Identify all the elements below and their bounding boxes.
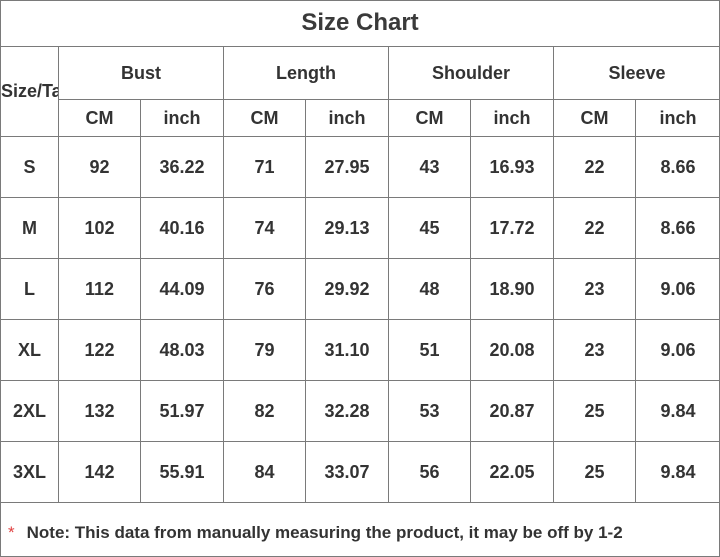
value-cell: 16.93 (469, 136, 555, 198)
value-cell: 82 (223, 380, 306, 442)
unit-header-cm: CM (58, 99, 141, 137)
value-cell: 48.03 (140, 319, 224, 381)
table-row: S 92 36.22 71 27.95 43 16.93 22 8.66 (0, 136, 720, 198)
unit-header-inch: inch (469, 99, 555, 137)
value-cell: 56 (388, 441, 471, 503)
value-cell: 84 (223, 441, 306, 503)
value-cell: 102 (58, 197, 141, 259)
size-cell: S (0, 136, 59, 198)
value-cell: 8.66 (635, 136, 720, 198)
table-row: 2XL 132 51.97 82 32.28 53 20.87 25 9.84 (0, 380, 720, 442)
value-cell: 9.06 (635, 258, 720, 320)
group-header-row: Size/Ta Bust Length Shoulder Sleeve (0, 46, 720, 137)
size-cell: L (0, 258, 59, 320)
value-cell: 45 (388, 197, 471, 259)
size-cell: XL (0, 319, 59, 381)
value-cell: 22 (553, 197, 637, 259)
value-cell: 43 (388, 136, 471, 198)
value-cell: 44.09 (140, 258, 224, 320)
value-cell: 20.08 (469, 319, 555, 381)
value-cell: 9.06 (635, 319, 720, 381)
value-cell: 55.91 (140, 441, 224, 503)
chart-title: Size Chart (301, 9, 419, 36)
unit-header-row: CM inch CM inch CM inch CM inch (1, 99, 720, 137)
size-header: Size/Ta (0, 46, 59, 137)
value-cell: 9.84 (635, 380, 720, 442)
value-cell: 9.84 (635, 441, 720, 503)
unit-header-cm: CM (388, 99, 471, 137)
value-cell: 51.97 (140, 380, 224, 442)
note-asterisk: * (8, 523, 15, 542)
group-header-shoulder: Shoulder (387, 46, 555, 100)
size-cell: 3XL (0, 441, 59, 503)
size-cell: M (0, 197, 59, 259)
value-cell: 142 (58, 441, 141, 503)
value-cell: 25 (553, 441, 637, 503)
value-cell: 23 (553, 258, 637, 320)
value-cell: 18.90 (469, 258, 555, 320)
value-cell: 79 (223, 319, 306, 381)
value-cell: 71 (223, 136, 306, 198)
size-cell: 2XL (0, 380, 59, 442)
value-cell: 20.87 (469, 380, 555, 442)
value-cell: 17.72 (469, 197, 555, 259)
note: * Note: This data from manually measurin… (0, 510, 720, 556)
unit-header-cm: CM (553, 99, 637, 137)
value-cell: 36.22 (140, 136, 224, 198)
value-cell: 92 (58, 136, 141, 198)
group-header-bust: Bust (58, 46, 224, 100)
value-cell: 29.92 (305, 258, 389, 320)
value-cell: 32.28 (305, 380, 389, 442)
value-cell: 31.10 (305, 319, 389, 381)
value-cell: 22.05 (469, 441, 555, 503)
value-cell: 33.07 (305, 441, 389, 503)
value-cell: 22 (553, 136, 637, 198)
value-cell: 76 (223, 258, 306, 320)
value-cell: 8.66 (635, 197, 720, 259)
group-header-length: Length (223, 46, 389, 100)
value-cell: 23 (553, 319, 637, 381)
value-cell: 25 (553, 380, 637, 442)
group-header-sleeve: Sleeve (553, 46, 720, 100)
unit-header-inch: inch (140, 99, 224, 137)
value-cell: 74 (223, 197, 306, 259)
note-text: Note: This data from manually measuring … (26, 523, 623, 542)
unit-header-inch: inch (635, 99, 720, 137)
value-cell: 122 (58, 319, 141, 381)
table-row: L 112 44.09 76 29.92 48 18.90 23 9.06 (0, 258, 720, 320)
table-row: M 102 40.16 74 29.13 45 17.72 22 8.66 (0, 197, 720, 259)
table-row: 3XL 142 55.91 84 33.07 56 22.05 25 9.84 (0, 441, 720, 503)
unit-header-inch: inch (305, 99, 389, 137)
unit-header-cm: CM (223, 99, 306, 137)
value-cell: 40.16 (140, 197, 224, 259)
value-cell: 27.95 (305, 136, 389, 198)
value-cell: 29.13 (305, 197, 389, 259)
value-cell: 53 (388, 380, 471, 442)
size-table: Size/Ta Bust Length Shoulder Sleeve CM i… (0, 46, 720, 503)
value-cell: 51 (388, 319, 471, 381)
table-row: XL 122 48.03 79 31.10 51 20.08 23 9.06 (0, 319, 720, 381)
value-cell: 132 (58, 380, 141, 442)
value-cell: 48 (388, 258, 471, 320)
value-cell: 112 (58, 258, 141, 320)
